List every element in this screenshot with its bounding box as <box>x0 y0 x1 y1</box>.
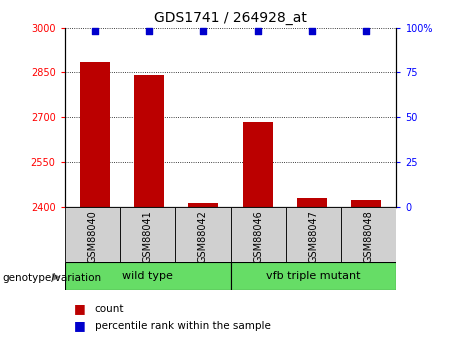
Bar <box>230 262 396 290</box>
Point <box>145 28 153 34</box>
Text: wild type: wild type <box>122 271 173 281</box>
Bar <box>189 203 218 207</box>
Bar <box>341 207 396 262</box>
Bar <box>120 207 175 262</box>
Text: GSM88040: GSM88040 <box>87 210 97 263</box>
Text: GSM88042: GSM88042 <box>198 210 208 263</box>
Point <box>308 28 316 34</box>
Point <box>200 28 207 34</box>
Text: percentile rank within the sample: percentile rank within the sample <box>95 321 271 331</box>
Point <box>91 28 98 34</box>
Text: GSM88048: GSM88048 <box>364 210 374 263</box>
Bar <box>297 198 327 207</box>
Bar <box>80 62 110 207</box>
Bar <box>230 207 286 262</box>
Bar <box>65 262 230 290</box>
Point <box>363 28 370 34</box>
Title: GDS1741 / 264928_at: GDS1741 / 264928_at <box>154 11 307 25</box>
Bar <box>65 207 120 262</box>
Bar <box>175 207 230 262</box>
Text: ■: ■ <box>74 319 85 333</box>
Bar <box>351 199 381 207</box>
Bar <box>134 76 164 207</box>
Text: GSM88046: GSM88046 <box>253 210 263 263</box>
Text: genotype/variation: genotype/variation <box>2 273 101 283</box>
Point <box>254 28 261 34</box>
Text: GSM88041: GSM88041 <box>142 210 153 263</box>
Bar <box>243 122 272 207</box>
Text: vfb triple mutant: vfb triple mutant <box>266 271 361 281</box>
Text: GSM88047: GSM88047 <box>308 210 319 263</box>
Text: count: count <box>95 304 124 314</box>
Text: ■: ■ <box>74 302 85 315</box>
Bar <box>286 207 341 262</box>
